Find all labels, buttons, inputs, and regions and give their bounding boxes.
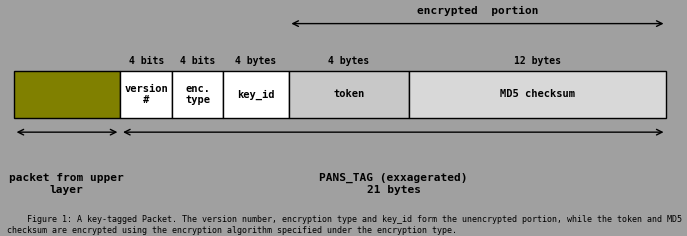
Text: version
#: version # xyxy=(124,84,168,105)
Text: enc.
type: enc. type xyxy=(185,84,210,105)
Text: 4 bytes: 4 bytes xyxy=(235,56,276,66)
Text: MD5 checksum: MD5 checksum xyxy=(500,89,575,99)
Text: encrypted  portion: encrypted portion xyxy=(417,6,538,16)
Bar xyxy=(223,71,289,118)
Bar xyxy=(120,71,172,118)
Bar xyxy=(289,71,409,118)
Text: 12 bytes: 12 bytes xyxy=(514,56,561,66)
Text: token: token xyxy=(333,89,364,99)
Bar xyxy=(14,71,120,118)
Text: key_id: key_id xyxy=(237,89,275,100)
Text: packet from upper
layer: packet from upper layer xyxy=(9,173,124,195)
Text: 4 bits: 4 bits xyxy=(128,56,164,66)
Text: PANS_TAG (exxagerated)
21 bytes: PANS_TAG (exxagerated) 21 bytes xyxy=(319,173,468,195)
Text: Figure 1: A key-tagged Packet. The version number, encryption type and key_id fo: Figure 1: A key-tagged Packet. The versi… xyxy=(7,215,682,235)
Text: 4 bits: 4 bits xyxy=(180,56,216,66)
Bar xyxy=(409,71,666,118)
Bar xyxy=(172,71,223,118)
Text: 4 bytes: 4 bytes xyxy=(328,56,370,66)
